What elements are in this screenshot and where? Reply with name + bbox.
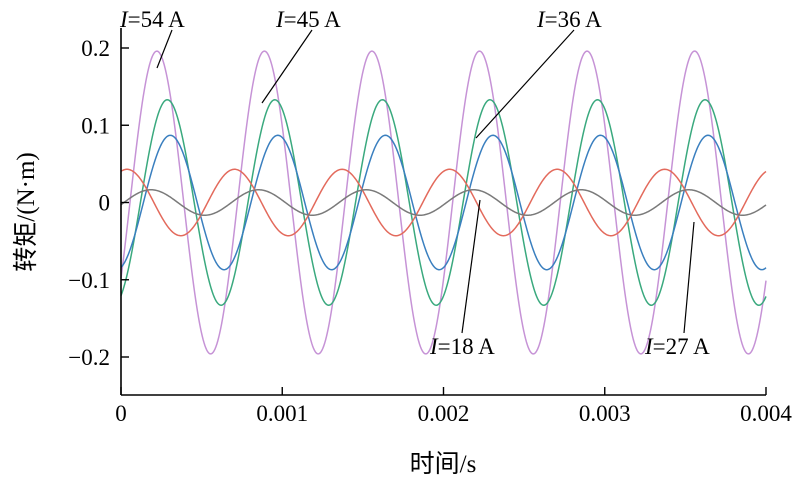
series-line-45a — [120, 99, 767, 306]
series-curves — [120, 50, 767, 355]
y-axis-title: 转矩/(N·m) — [12, 152, 40, 271]
series-label: I=36 A — [536, 7, 602, 32]
series-line-36a — [120, 134, 767, 271]
series-line-54a — [120, 50, 767, 355]
x-tick-label: 0.003 — [579, 401, 631, 426]
x-tick-label: 0.004 — [740, 401, 792, 426]
y-tick-label: 0.2 — [81, 36, 110, 61]
series-label: I=54 A — [119, 7, 185, 32]
label-leader-line — [261, 29, 313, 104]
series-label: I=27 A — [644, 334, 710, 359]
series-line-27a — [120, 168, 767, 237]
x-tick-label: 0.002 — [418, 401, 470, 426]
label-leader-lines — [156, 29, 695, 334]
series-labels: I=54 A I=45 A I=36 A I=18 A I=27 A — [119, 7, 710, 359]
x-axis-title: 时间/s — [410, 450, 477, 478]
label-leader-line — [683, 221, 695, 334]
label-leader-line — [475, 29, 575, 139]
series-label: I=18 A — [429, 334, 495, 359]
y-tick-label: 0.1 — [81, 113, 110, 138]
series-label: I=45 A — [275, 7, 341, 32]
x-tick-label: 0 — [115, 401, 127, 426]
label-leader-line — [461, 199, 481, 334]
label-leader-line — [156, 29, 173, 69]
series-line-18a — [120, 188, 767, 217]
y-tick-label: 0 — [99, 191, 111, 216]
y-tick-label: −0.1 — [68, 268, 110, 293]
y-tick-label: −0.2 — [68, 345, 110, 370]
x-tick-label: 0.001 — [256, 401, 308, 426]
y-ticks: 0.2 0.1 0 −0.1 −0.2 — [68, 36, 129, 370]
x-ticks: 0 0.001 0.002 0.003 0.004 — [115, 387, 792, 426]
